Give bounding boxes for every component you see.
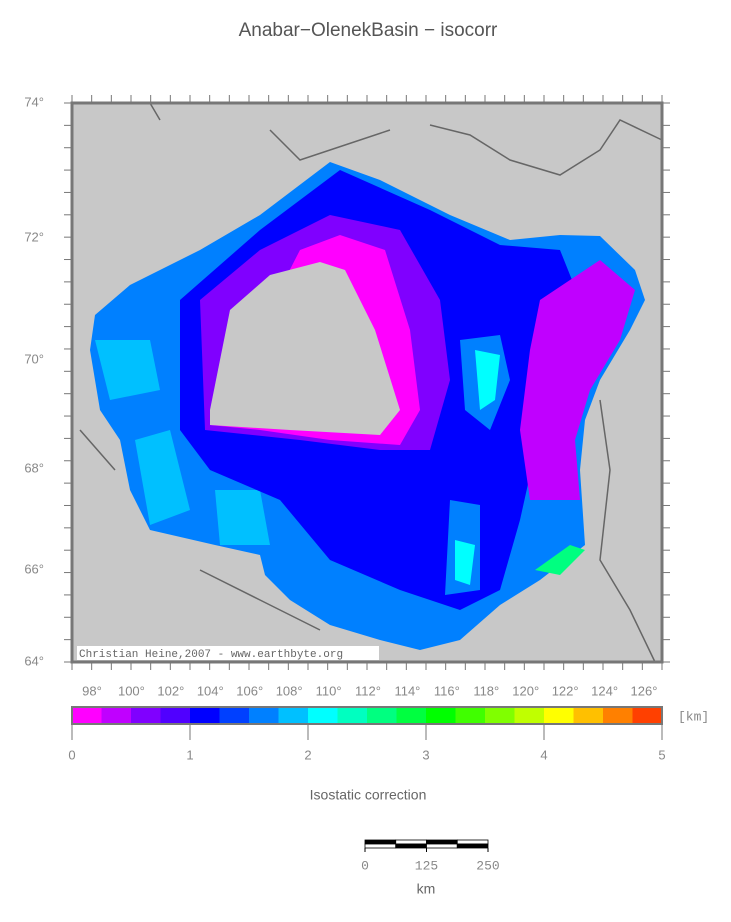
- colorbar-tick-label: 3: [422, 747, 429, 762]
- credit-box: [77, 646, 379, 660]
- credit: Christian Heine,2007 - www.earthbyte.org: [79, 649, 343, 661]
- colorbar-label: Isostatic correction: [310, 787, 427, 803]
- color-swatch: [219, 707, 250, 724]
- lon-label: 102°: [157, 683, 184, 698]
- color-swatch: [308, 707, 338, 724]
- color-swatch: [455, 707, 486, 724]
- colorbar-unit: [km]: [678, 709, 709, 724]
- scalebar-segment: [364, 843, 397, 849]
- scalebar-tick-label: 125: [415, 858, 438, 873]
- lon-label: 104°: [197, 683, 224, 698]
- lat-label: 74°: [24, 94, 44, 109]
- scalebar-tick-label: 0: [361, 858, 369, 873]
- color-swatch: [131, 707, 161, 724]
- map: Christian Heine,2007 - www.earthbyte.org: [70, 101, 664, 664]
- colorbar-tick-label: 4: [540, 747, 547, 762]
- colorbar-tick-label: 1: [186, 747, 193, 762]
- color-swatch: [426, 707, 456, 724]
- color-swatch: [485, 707, 515, 724]
- scalebar-segment: [456, 843, 489, 849]
- lon-label: 126°: [631, 683, 658, 698]
- lat-label: 68°: [24, 460, 44, 475]
- lat-label: 72°: [24, 229, 44, 244]
- colorbar-tick-label: 0: [68, 747, 75, 762]
- color-swatch: [249, 707, 279, 724]
- field-green: [535, 545, 585, 575]
- lon-label: 124°: [591, 683, 618, 698]
- lat-label: 70°: [24, 351, 44, 366]
- colorbar-tick-label: 2: [304, 747, 311, 762]
- lon-label: 118°: [473, 683, 499, 698]
- lon-label: 100°: [118, 683, 145, 698]
- lon-label: 108°: [276, 683, 303, 698]
- color-swatch: [190, 707, 220, 724]
- color-swatch: [573, 707, 604, 724]
- scalebar-segment: [426, 839, 458, 845]
- lon-label: 122°: [552, 683, 579, 698]
- color-swatch: [632, 707, 663, 724]
- color-swatch: [337, 707, 368, 724]
- field-cyan: [455, 350, 500, 585]
- field-purple-east: [520, 260, 635, 500]
- field-hole: [210, 262, 400, 435]
- color-swatch: [544, 707, 574, 724]
- title: Anabar−OlenekBasin − isocorr: [239, 20, 498, 41]
- scalebar-segment: [364, 839, 397, 845]
- lon-label: 106°: [236, 683, 263, 698]
- color-swatch: [514, 707, 545, 724]
- color-swatch: [367, 707, 397, 724]
- lon-label: 120°: [512, 683, 539, 698]
- color-swatch: [72, 707, 102, 724]
- colorbar-frame: [71, 706, 663, 725]
- lon-label: 114°: [394, 683, 420, 698]
- colorbar-tick-label: 5: [658, 747, 665, 762]
- scalebar-segment: [395, 843, 427, 849]
- scalebar-unit: km: [417, 881, 436, 897]
- field-light: [95, 340, 270, 545]
- scalebar-segment: [426, 843, 458, 849]
- scalebar-segment: [395, 839, 427, 845]
- lon-label: 116°: [434, 683, 460, 698]
- scalebar-segment: [456, 839, 489, 845]
- color-swatch: [396, 707, 427, 724]
- coastline: [79, 102, 663, 663]
- lon-label: 98°: [82, 683, 102, 698]
- lat-label: 64°: [24, 653, 44, 668]
- lon-label: 112°: [355, 683, 381, 698]
- color-swatch: [160, 707, 191, 724]
- lat-label: 66°: [24, 561, 44, 576]
- color-swatch: [278, 707, 309, 724]
- scalebar-tick-label: 250: [476, 858, 499, 873]
- color-swatch: [101, 707, 132, 724]
- lon-label: 110°: [316, 683, 342, 698]
- color-swatch: [603, 707, 633, 724]
